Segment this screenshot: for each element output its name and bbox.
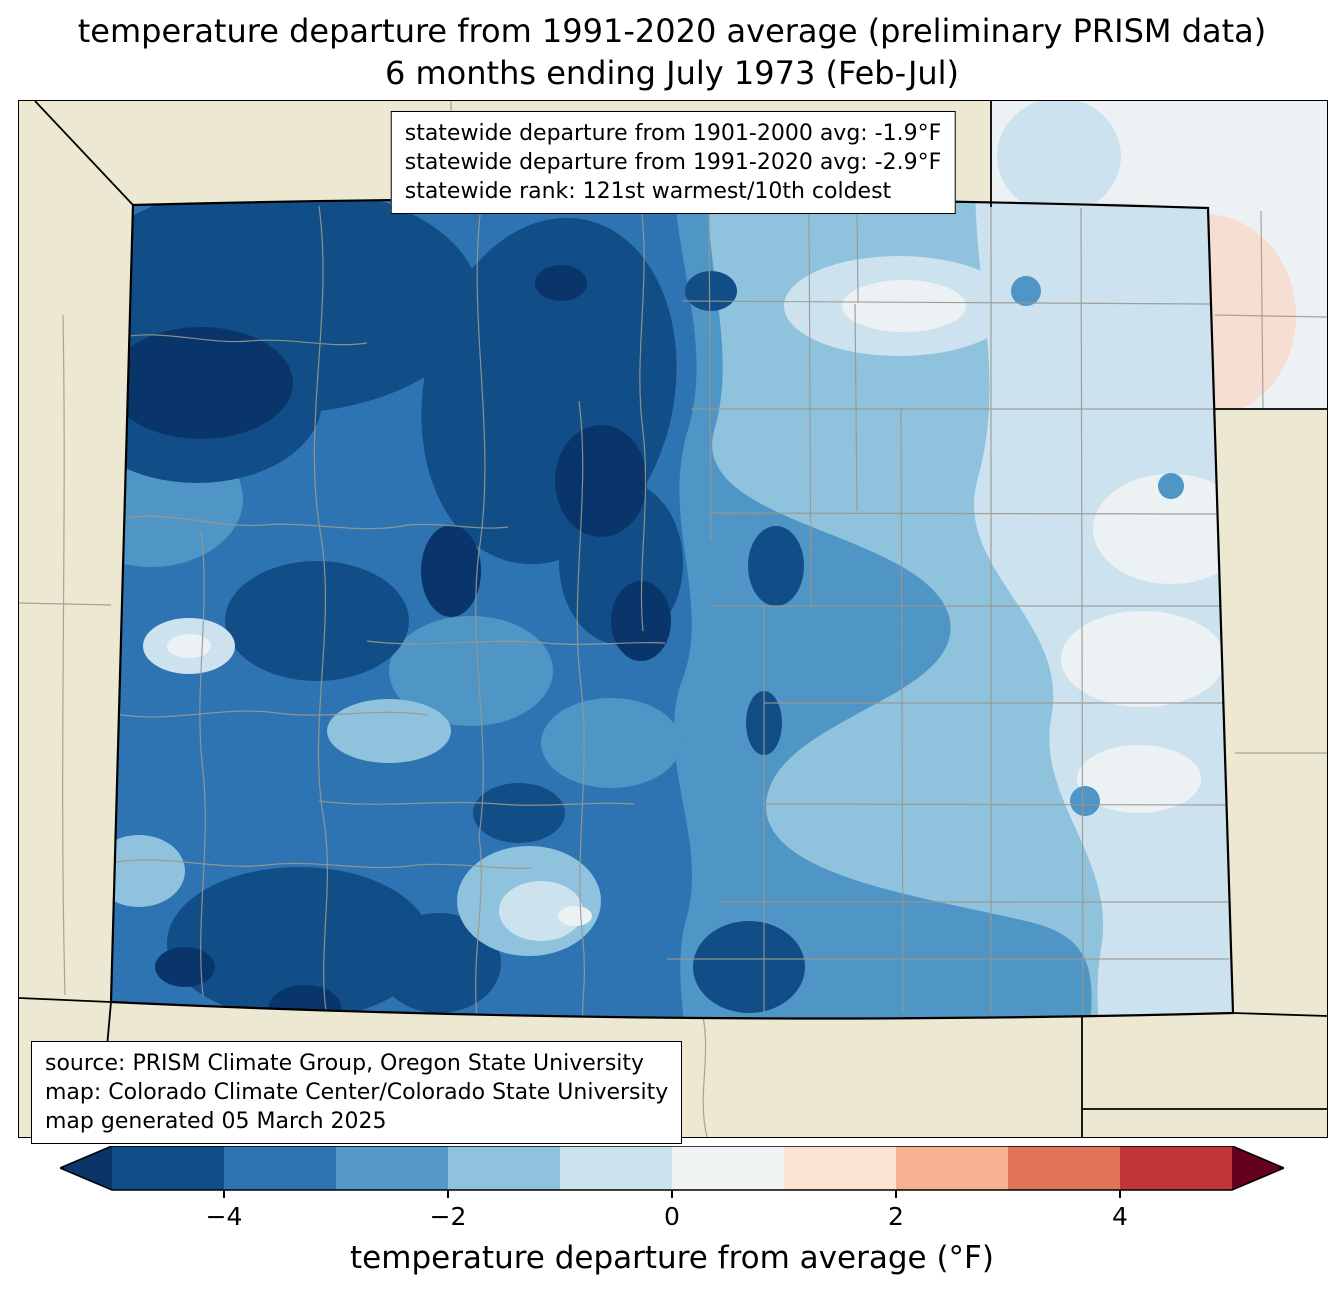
map-axes: statewide departure from 1901-2000 avg: … xyxy=(18,100,1328,1144)
county-lines xyxy=(111,205,1229,1019)
page-title-line2: 6 months ending July 1973 (Feb-Jul) xyxy=(384,54,960,92)
colorbar-tick-label: −2 xyxy=(429,1202,467,1231)
colorbar-segment xyxy=(896,1146,1008,1190)
stats-line-1991-2020: statewide departure from 1991-2020 avg: … xyxy=(404,150,942,175)
colorbar-segment xyxy=(1120,1146,1232,1190)
colorbar-arrow-right xyxy=(1232,1146,1284,1190)
colorbar-arrow-left xyxy=(60,1146,112,1190)
colorbar-outline xyxy=(60,1146,1284,1191)
page-title-line1: temperature departure from 1991-2020 ave… xyxy=(77,12,1267,50)
colorbar-axis-label: temperature departure from average (°F) xyxy=(350,1240,994,1276)
colorbar-segment xyxy=(224,1146,336,1190)
generated-date-line: map generated 05 March 2025 xyxy=(45,1109,387,1134)
colorbar xyxy=(60,1146,1284,1198)
colorbar-segment xyxy=(784,1146,896,1190)
colorbar-segment xyxy=(1008,1146,1120,1190)
stats-line-1901-2000: statewide departure from 1901-2000 avg: … xyxy=(404,121,942,146)
source-box: source: PRISM Climate Group, Oregon Stat… xyxy=(31,1041,683,1144)
colorbar-tick-label: 2 xyxy=(888,1202,904,1231)
colorado-map-svg xyxy=(19,101,1327,1137)
stats-line-rank: statewide rank: 121st warmest/10th colde… xyxy=(404,179,892,204)
stats-box: statewide departure from 1901-2000 avg: … xyxy=(390,111,956,214)
colorbar-segment xyxy=(672,1146,784,1190)
colorbar-segments xyxy=(112,1146,1232,1190)
colorbar-segment xyxy=(560,1146,672,1190)
colorado-fill xyxy=(111,198,1233,1019)
map-credit-line: map: Colorado Climate Center/Colorado St… xyxy=(45,1080,669,1105)
colorbar-tick-label: −4 xyxy=(205,1202,243,1231)
colorbar-segment xyxy=(112,1146,224,1190)
colorbar-tick-label: 0 xyxy=(664,1202,680,1231)
colorbar-segment xyxy=(448,1146,560,1190)
colorbar-segment xyxy=(336,1146,448,1190)
page-title: temperature departure from 1991-2020 ave… xyxy=(0,10,1344,94)
colorbar-ticks xyxy=(223,1190,1121,1198)
colorbar-tick-label: 4 xyxy=(1112,1202,1128,1231)
source-line: source: PRISM Climate Group, Oregon Stat… xyxy=(45,1051,645,1076)
